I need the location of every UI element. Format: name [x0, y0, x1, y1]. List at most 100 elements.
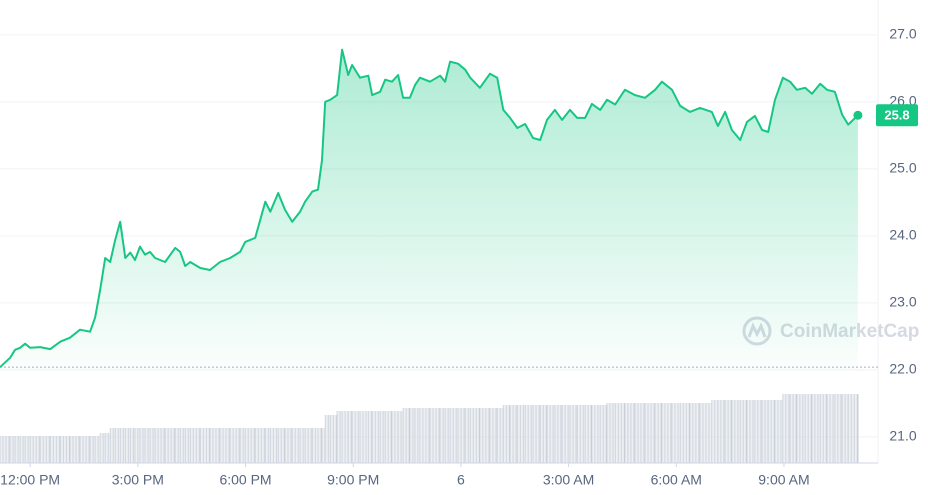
- volume-bar: [139, 428, 146, 463]
- volume-fill: [134, 428, 140, 463]
- volume-fill: [503, 405, 511, 463]
- volume-bar: [847, 394, 858, 463]
- volume-fill: [746, 400, 755, 463]
- volume-fill: [857, 394, 859, 463]
- volume-fill: [540, 405, 548, 463]
- volume-bar: [39, 436, 51, 463]
- volume-fill: [562, 405, 571, 463]
- volume-fill: [450, 408, 459, 463]
- volume-fill: [796, 394, 806, 463]
- volume-bar: [264, 428, 271, 463]
- volume-bar: [329, 415, 338, 463]
- volume-fill: [731, 400, 741, 463]
- price-tag-label: 25.8: [884, 108, 909, 123]
- volume-bar: [359, 411, 369, 463]
- volume-fill: [321, 428, 326, 463]
- volume-fill: [20, 436, 26, 463]
- volume-fill: [30, 436, 41, 463]
- volume-bar: [324, 415, 331, 463]
- x-tick-label: 9:00 AM: [758, 472, 809, 488]
- volume-bar: [239, 428, 246, 463]
- volume-fill: [175, 428, 181, 463]
- volume-bar: [164, 428, 176, 463]
- volume-bar: [671, 403, 681, 463]
- volume-bar: [746, 400, 755, 463]
- volume-fill: [717, 400, 726, 463]
- volume-fill: [0, 436, 11, 463]
- volume-bar: [19, 436, 26, 463]
- volume-bar: [391, 411, 399, 463]
- volume-bar: [336, 411, 343, 463]
- volume-bar: [129, 428, 135, 463]
- volume-bar: [209, 428, 221, 463]
- volume-bar: [496, 408, 504, 463]
- volume-bar: [229, 428, 241, 463]
- volume-bar: [444, 408, 451, 463]
- volume-bar: [219, 428, 231, 463]
- volume-bar: [464, 408, 471, 463]
- volume-fill: [445, 408, 451, 463]
- volume-bar: [576, 405, 586, 463]
- volume-fill: [15, 436, 21, 463]
- volume-bar: [184, 428, 191, 463]
- x-tick-label: 6:00 AM: [651, 472, 702, 488]
- volume-bar: [114, 428, 121, 463]
- volume-bar: [624, 403, 635, 463]
- y-tick-label: 27.0: [889, 26, 916, 42]
- volume-fill: [337, 411, 343, 463]
- volume-bar: [419, 408, 431, 463]
- volume-bar: [94, 436, 101, 463]
- volume-fill: [655, 403, 662, 463]
- volume-fill: [533, 405, 541, 463]
- volume-bar: [509, 405, 518, 463]
- volume-fill: [69, 436, 81, 463]
- volume-bar: [284, 428, 293, 463]
- volume-fill: [25, 436, 31, 463]
- volume-bar: [154, 428, 166, 463]
- volume-fill: [403, 408, 410, 463]
- volume-fill: [419, 408, 431, 463]
- volume-fill: [774, 400, 783, 463]
- volume-bar: [699, 403, 712, 463]
- volume-bar: [524, 405, 534, 463]
- volume-bar: [546, 405, 555, 463]
- y-tick-label: 21.0: [889, 428, 916, 444]
- volume-bar: [244, 428, 256, 463]
- volume-fill: [811, 394, 821, 463]
- volume-bar: [14, 436, 21, 463]
- volume-fill: [180, 428, 186, 463]
- volume-bar: [761, 400, 769, 463]
- x-tick-label: 3:00 PM: [112, 472, 164, 488]
- volume-bar: [679, 403, 690, 463]
- volume-fill: [255, 428, 266, 463]
- volume-bar: [479, 408, 490, 463]
- volume-bar: [569, 405, 578, 463]
- volume-fill: [95, 436, 101, 463]
- volume-fill: [570, 405, 578, 463]
- volume-fill: [368, 411, 373, 463]
- volume-fill: [740, 400, 747, 463]
- volume-fill: [325, 415, 331, 463]
- volume-bar: [439, 408, 446, 463]
- volume-bar: [277, 428, 286, 463]
- volume-fill: [200, 428, 210, 463]
- volume-bar: [811, 394, 821, 463]
- volume-bar: [174, 428, 181, 463]
- x-tick-label: 12:00 PM: [0, 472, 60, 488]
- volume-fill: [10, 436, 16, 463]
- volume-bar: [104, 433, 111, 463]
- volume-bar: [584, 405, 592, 463]
- volume-fill: [430, 408, 441, 463]
- volume-fill: [554, 405, 563, 463]
- volume-fill: [305, 428, 313, 463]
- volume-bar: [606, 403, 616, 463]
- volume-bar: [347, 411, 353, 463]
- volume-fill: [352, 411, 361, 463]
- volume-fill: [220, 428, 231, 463]
- volume-bar: [409, 408, 415, 463]
- volume-fill: [285, 428, 293, 463]
- volume-fill: [782, 394, 791, 463]
- volume-fill: [120, 428, 126, 463]
- volume-bar: [124, 428, 131, 463]
- volume-bar: [402, 408, 410, 463]
